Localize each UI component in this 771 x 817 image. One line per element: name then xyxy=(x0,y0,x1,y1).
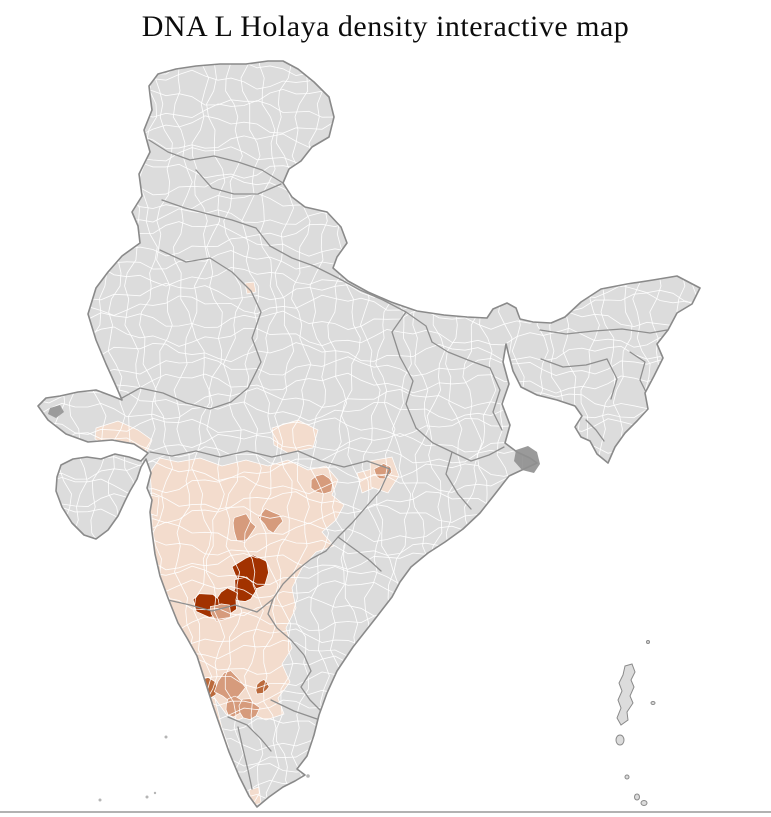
district-boundary-line xyxy=(665,61,687,807)
district-boundary-line xyxy=(38,417,700,438)
district-boundary-line xyxy=(38,715,700,736)
district-boundary-line xyxy=(204,61,226,807)
district-boundary-line xyxy=(631,61,655,807)
district-boundary-line xyxy=(258,61,280,807)
district-boundary-line xyxy=(38,637,700,660)
district-boundary-line xyxy=(38,131,700,154)
district-boundary-line xyxy=(38,667,700,691)
district-boundary-line xyxy=(223,61,244,807)
density-layer[interactable] xyxy=(94,281,400,807)
district-boundary-line xyxy=(38,98,700,119)
district-boundary-line xyxy=(38,777,700,799)
district-boundary-line xyxy=(38,731,700,752)
district-boundary-line xyxy=(38,160,700,181)
district-boundary-line xyxy=(38,326,700,348)
district-boundary-line xyxy=(38,356,700,377)
district-boundary-line xyxy=(38,61,55,807)
district-south-maharashtra-b[interactable] xyxy=(257,508,284,534)
lakshadweep-islands xyxy=(98,735,310,802)
district-boundary-line xyxy=(38,342,700,365)
district-boundary-line xyxy=(38,142,700,164)
district-boundary-line xyxy=(38,292,700,316)
district-boundary-line xyxy=(511,61,532,807)
district-boundary-line xyxy=(240,61,264,807)
district-boundary-line xyxy=(38,310,700,331)
district-boundary-line xyxy=(680,61,700,807)
kutch-creek-island xyxy=(48,405,64,418)
district-boundary-line xyxy=(38,401,700,422)
district-mumbai-coast-district[interactable] xyxy=(145,493,160,517)
district-boundary-line xyxy=(191,61,212,807)
sundarbans-delta xyxy=(514,446,540,473)
district-boundary-line xyxy=(38,114,700,136)
district-boundary-line xyxy=(38,655,700,676)
district-boundary-line xyxy=(38,697,700,720)
district-boundary-line xyxy=(38,761,700,784)
district-boundary-line xyxy=(545,61,568,807)
district-boundary-line xyxy=(38,67,700,90)
district-boundary-line xyxy=(38,175,700,196)
district-boundary-line xyxy=(38,746,700,767)
district-boundary-line xyxy=(649,61,672,807)
state-borders xyxy=(121,139,668,790)
district-boundary-line xyxy=(38,61,700,77)
district-boundary-line xyxy=(38,387,700,409)
district-boundary-line xyxy=(38,372,700,394)
district-boundary-line xyxy=(38,688,700,711)
page-title: DNA L Holaya density interactive map xyxy=(141,10,630,43)
andaman-nicobar-islands xyxy=(615,640,656,806)
district-boundary-line xyxy=(528,61,550,807)
district-boundary-line xyxy=(38,86,700,110)
district-delhi-district[interactable] xyxy=(244,281,257,295)
bottom-divider xyxy=(0,811,771,813)
